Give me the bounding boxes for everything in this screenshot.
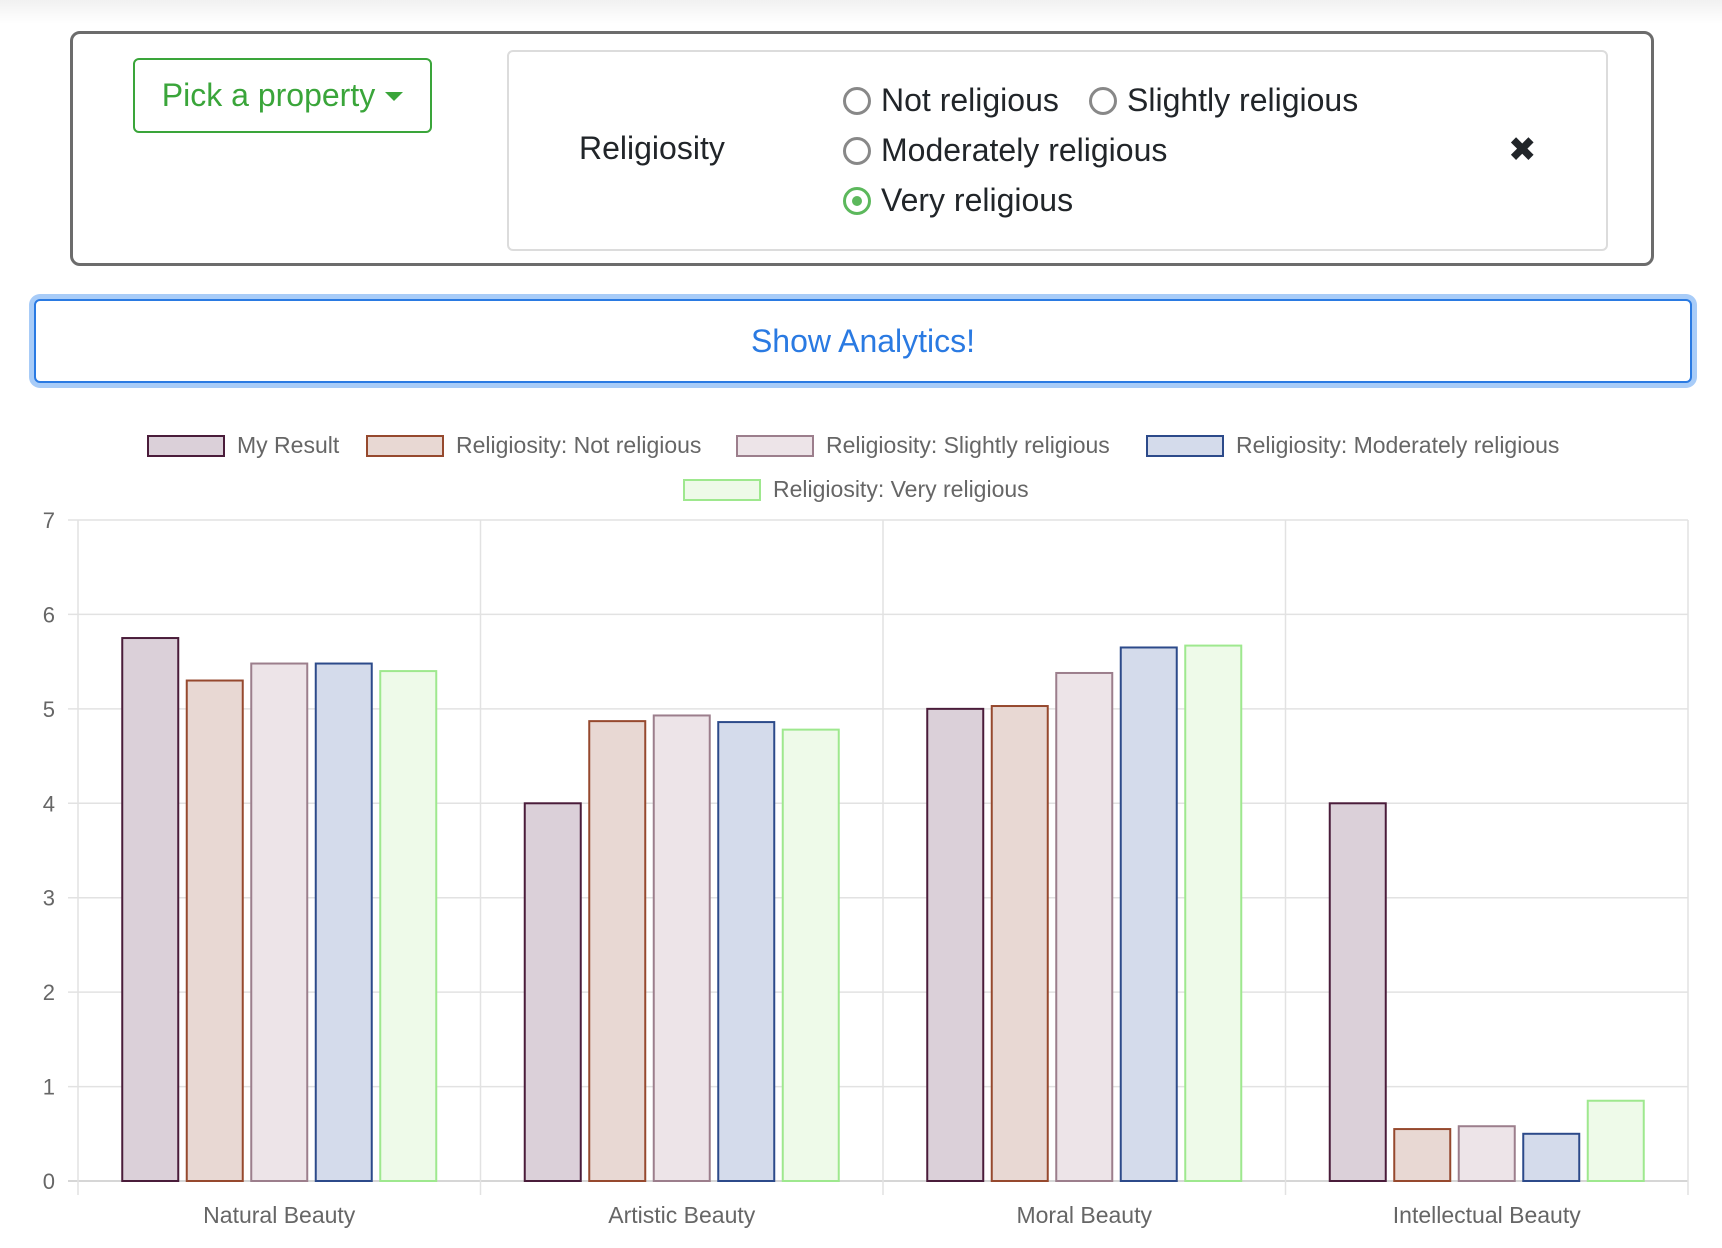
- legend-label: Religiosity: Not religious: [456, 432, 702, 458]
- y-tick-label: 6: [43, 602, 55, 627]
- bar: [926, 707, 985, 1182]
- legend-not-religious[interactable]: Religiosity: Not religious: [366, 432, 701, 459]
- pick-property-label: Pick a property: [161, 77, 376, 113]
- radio-label: Moderately religious: [881, 132, 1168, 168]
- radio-checked-icon: [843, 186, 871, 215]
- radio-moderately-religious[interactable]: Moderately religious: [843, 132, 1167, 169]
- radio-circle-icon: [1089, 86, 1117, 115]
- bar: [1522, 1132, 1581, 1183]
- legend-label: Religiosity: Slightly religious: [826, 432, 1110, 458]
- radio-label: Not religious: [881, 82, 1059, 118]
- x-tick-label: Natural Beauty: [203, 1202, 356, 1228]
- bar: [781, 728, 840, 1182]
- legend-label: My Result: [237, 432, 340, 458]
- caret-down-icon: [385, 92, 404, 101]
- x-tick-label: Intellectual Beauty: [1393, 1202, 1581, 1228]
- bar: [588, 720, 647, 1183]
- bar: [1055, 671, 1114, 1183]
- legend-moderately-religious[interactable]: Religiosity: Moderately religious: [1146, 432, 1559, 459]
- bar: [1586, 1099, 1645, 1182]
- x-tick-label: Artistic Beauty: [608, 1202, 755, 1228]
- legend-slightly-religious[interactable]: Religiosity: Slightly religious: [736, 432, 1110, 459]
- y-tick-label: 0: [43, 1169, 55, 1194]
- radio-very-religious[interactable]: Very religious: [843, 182, 1073, 219]
- bar: [1393, 1128, 1452, 1183]
- property-card: [507, 50, 1608, 251]
- radio-circle-icon: [843, 86, 871, 115]
- y-tick-label: 1: [43, 1075, 55, 1100]
- legend-label: Religiosity: Very religious: [773, 476, 1029, 502]
- bar: [523, 802, 582, 1182]
- y-tick-label: 7: [43, 508, 55, 533]
- bar: [379, 670, 438, 1182]
- legend-very-religious[interactable]: Religiosity: Very religious: [683, 476, 1029, 503]
- bar: [1457, 1125, 1516, 1183]
- y-tick-label: 5: [43, 697, 55, 722]
- radio-label: Slightly religious: [1127, 82, 1359, 118]
- radio-label: Very religious: [881, 182, 1074, 218]
- radio-slightly-religious[interactable]: Slightly religious: [1089, 82, 1358, 119]
- legend-swatch: [366, 434, 444, 457]
- show-analytics-button[interactable]: Show Analytics!: [34, 299, 1692, 383]
- legend-label: Religiosity: Moderately religious: [1236, 432, 1560, 458]
- radio-circle-icon: [843, 136, 871, 165]
- bar: [990, 705, 1049, 1182]
- bar: [717, 721, 776, 1182]
- y-tick-label: 2: [43, 980, 55, 1005]
- bar: [185, 679, 244, 1182]
- bar: [250, 662, 309, 1182]
- bar: [314, 662, 373, 1182]
- bar: [1328, 802, 1387, 1182]
- bar: [1184, 644, 1243, 1182]
- top-fade: [0, 0, 1722, 24]
- y-tick-label: 3: [43, 886, 55, 911]
- radio-not-religious[interactable]: Not religious: [843, 82, 1059, 119]
- legend-swatch: [736, 434, 814, 457]
- property-label: Religiosity: [579, 130, 725, 166]
- legend-swatch: [147, 434, 225, 457]
- legend-my-result[interactable]: My Result: [147, 432, 339, 459]
- bar: [652, 714, 711, 1183]
- close-icon[interactable]: ✖: [1508, 131, 1537, 169]
- bar: [1119, 646, 1178, 1182]
- pick-property-button[interactable]: Pick a property: [133, 58, 432, 133]
- legend-swatch: [1146, 434, 1224, 457]
- legend-swatch: [683, 478, 761, 501]
- bar: [121, 637, 180, 1182]
- y-tick-label: 4: [43, 791, 55, 816]
- x-tick-label: Moral Beauty: [1016, 1202, 1152, 1228]
